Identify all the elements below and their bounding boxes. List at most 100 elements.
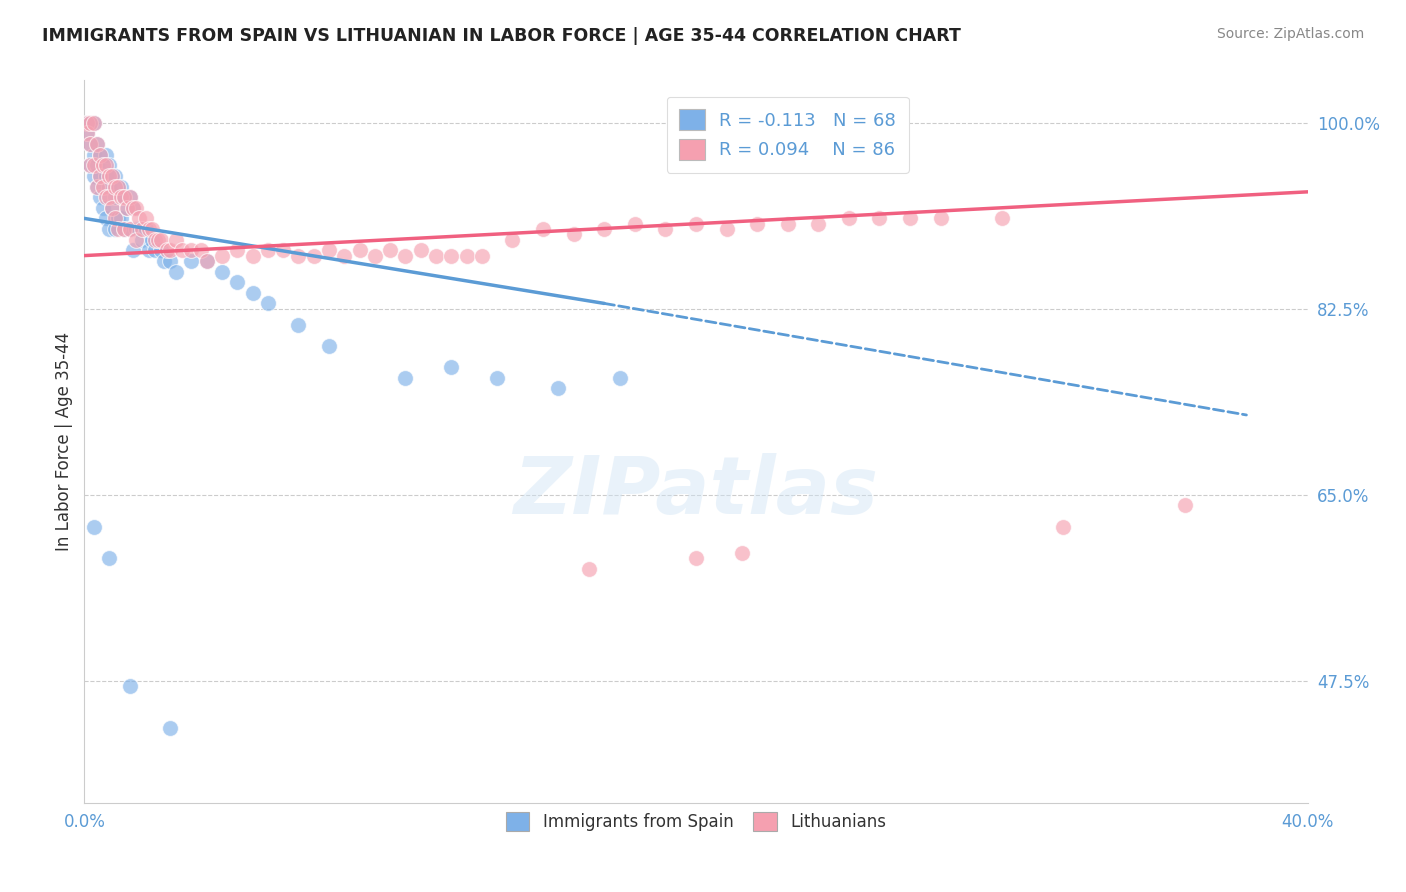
Point xyxy=(91,158,114,172)
Point xyxy=(89,190,111,204)
Point xyxy=(149,233,172,247)
Point xyxy=(104,222,127,236)
Point xyxy=(125,222,148,236)
Point xyxy=(97,551,120,566)
Point xyxy=(94,190,117,204)
Point xyxy=(83,116,105,130)
Point xyxy=(159,244,181,258)
Point xyxy=(79,158,101,172)
Point xyxy=(131,233,153,247)
Point xyxy=(76,127,98,141)
Text: IMMIGRANTS FROM SPAIN VS LITHUANIAN IN LABOR FORCE | AGE 35-44 CORRELATION CHART: IMMIGRANTS FROM SPAIN VS LITHUANIAN IN L… xyxy=(42,27,962,45)
Point xyxy=(107,211,129,226)
Point xyxy=(991,211,1014,226)
Point xyxy=(110,211,132,226)
Point xyxy=(135,211,157,226)
Point xyxy=(86,158,108,172)
Point xyxy=(409,244,432,258)
Point xyxy=(776,217,799,231)
Point xyxy=(685,551,707,566)
Point xyxy=(79,136,101,151)
Point xyxy=(91,158,114,172)
Point xyxy=(104,211,127,226)
Point xyxy=(456,249,478,263)
Point xyxy=(97,222,120,236)
Point xyxy=(86,136,108,151)
Point xyxy=(578,562,600,576)
Point xyxy=(394,249,416,263)
Point xyxy=(257,244,280,258)
Point xyxy=(226,275,249,289)
Point xyxy=(97,190,120,204)
Point xyxy=(110,190,132,204)
Point xyxy=(120,679,142,693)
Point xyxy=(716,222,738,236)
Point xyxy=(364,249,387,263)
Point xyxy=(138,222,160,236)
Point xyxy=(156,244,179,258)
Point xyxy=(1052,519,1074,533)
Point xyxy=(115,201,138,215)
Point xyxy=(76,116,98,130)
Point xyxy=(76,116,98,130)
Point xyxy=(86,136,108,151)
Point xyxy=(211,249,233,263)
Point xyxy=(180,244,202,258)
Point xyxy=(1174,498,1197,512)
Point xyxy=(195,254,218,268)
Point xyxy=(624,217,647,231)
Point xyxy=(257,296,280,310)
Point xyxy=(153,254,176,268)
Point xyxy=(94,169,117,183)
Point xyxy=(143,244,166,258)
Point xyxy=(143,233,166,247)
Point xyxy=(120,190,142,204)
Point xyxy=(104,179,127,194)
Point xyxy=(159,254,181,268)
Point xyxy=(89,169,111,183)
Point xyxy=(91,179,114,194)
Point xyxy=(149,244,172,258)
Point xyxy=(83,519,105,533)
Point xyxy=(807,217,830,231)
Point xyxy=(107,179,129,194)
Point xyxy=(125,201,148,215)
Point xyxy=(731,546,754,560)
Point xyxy=(471,249,494,263)
Point xyxy=(79,116,101,130)
Point xyxy=(333,249,356,263)
Point xyxy=(318,244,340,258)
Point xyxy=(242,285,264,300)
Point xyxy=(101,201,124,215)
Point xyxy=(107,179,129,194)
Point xyxy=(120,222,142,236)
Point xyxy=(929,211,952,226)
Point xyxy=(128,211,150,226)
Text: Source: ZipAtlas.com: Source: ZipAtlas.com xyxy=(1216,27,1364,41)
Point xyxy=(79,136,101,151)
Point xyxy=(394,371,416,385)
Point xyxy=(83,169,105,183)
Point xyxy=(97,179,120,194)
Text: ZIPatlas: ZIPatlas xyxy=(513,453,879,531)
Point xyxy=(195,254,218,268)
Point xyxy=(101,169,124,183)
Point xyxy=(94,211,117,226)
Point xyxy=(122,201,145,215)
Point xyxy=(380,244,402,258)
Point xyxy=(190,244,212,258)
Point xyxy=(425,249,447,263)
Point xyxy=(97,169,120,183)
Point xyxy=(135,222,157,236)
Point xyxy=(112,190,135,204)
Point xyxy=(122,201,145,215)
Point xyxy=(747,217,769,231)
Point xyxy=(547,381,569,395)
Point xyxy=(302,249,325,263)
Point xyxy=(86,179,108,194)
Point xyxy=(83,158,105,172)
Point xyxy=(125,233,148,247)
Point xyxy=(94,158,117,172)
Point xyxy=(112,190,135,204)
Point xyxy=(79,116,101,130)
